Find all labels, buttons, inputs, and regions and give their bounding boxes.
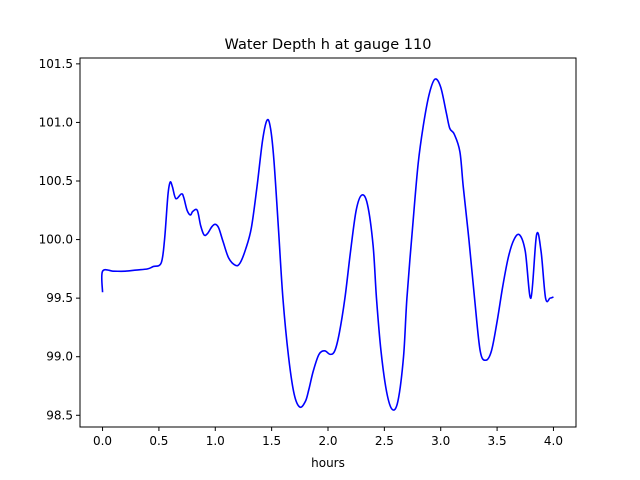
y-tick-label: 100.5 <box>39 174 73 188</box>
x-tick-label: 2.0 <box>318 434 337 448</box>
x-tick-label: 0.0 <box>93 434 112 448</box>
y-axis: 98.5 99.0 99.5 100.0 100.5 101.0 101.5 <box>39 57 80 422</box>
x-tick-label: 1.5 <box>262 434 281 448</box>
x-tick-label: 3.5 <box>488 434 507 448</box>
x-tick-label: 1.0 <box>206 434 225 448</box>
chart-title: Water Depth h at gauge 110 <box>225 37 432 53</box>
y-tick-label: 100.0 <box>39 233 73 247</box>
x-axis: 0.0 0.5 1.0 1.5 2.0 2.5 3.0 3.5 4.0 <box>93 427 563 448</box>
y-tick-label: 98.5 <box>46 408 73 422</box>
y-tick-label: 101.0 <box>39 115 73 129</box>
x-tick-label: 3.0 <box>431 434 450 448</box>
x-axis-label: hours <box>311 456 345 470</box>
series-line-0 <box>100 78 554 411</box>
y-tick-label: 99.5 <box>46 291 73 305</box>
plot-area <box>100 78 554 411</box>
x-tick-label: 4.0 <box>544 434 563 448</box>
x-tick-label: 2.5 <box>375 434 394 448</box>
plot-frame <box>79 57 577 428</box>
x-tick-label: 0.5 <box>149 434 168 448</box>
y-tick-label: 101.5 <box>39 57 73 71</box>
y-tick-label: 99.0 <box>46 350 73 364</box>
